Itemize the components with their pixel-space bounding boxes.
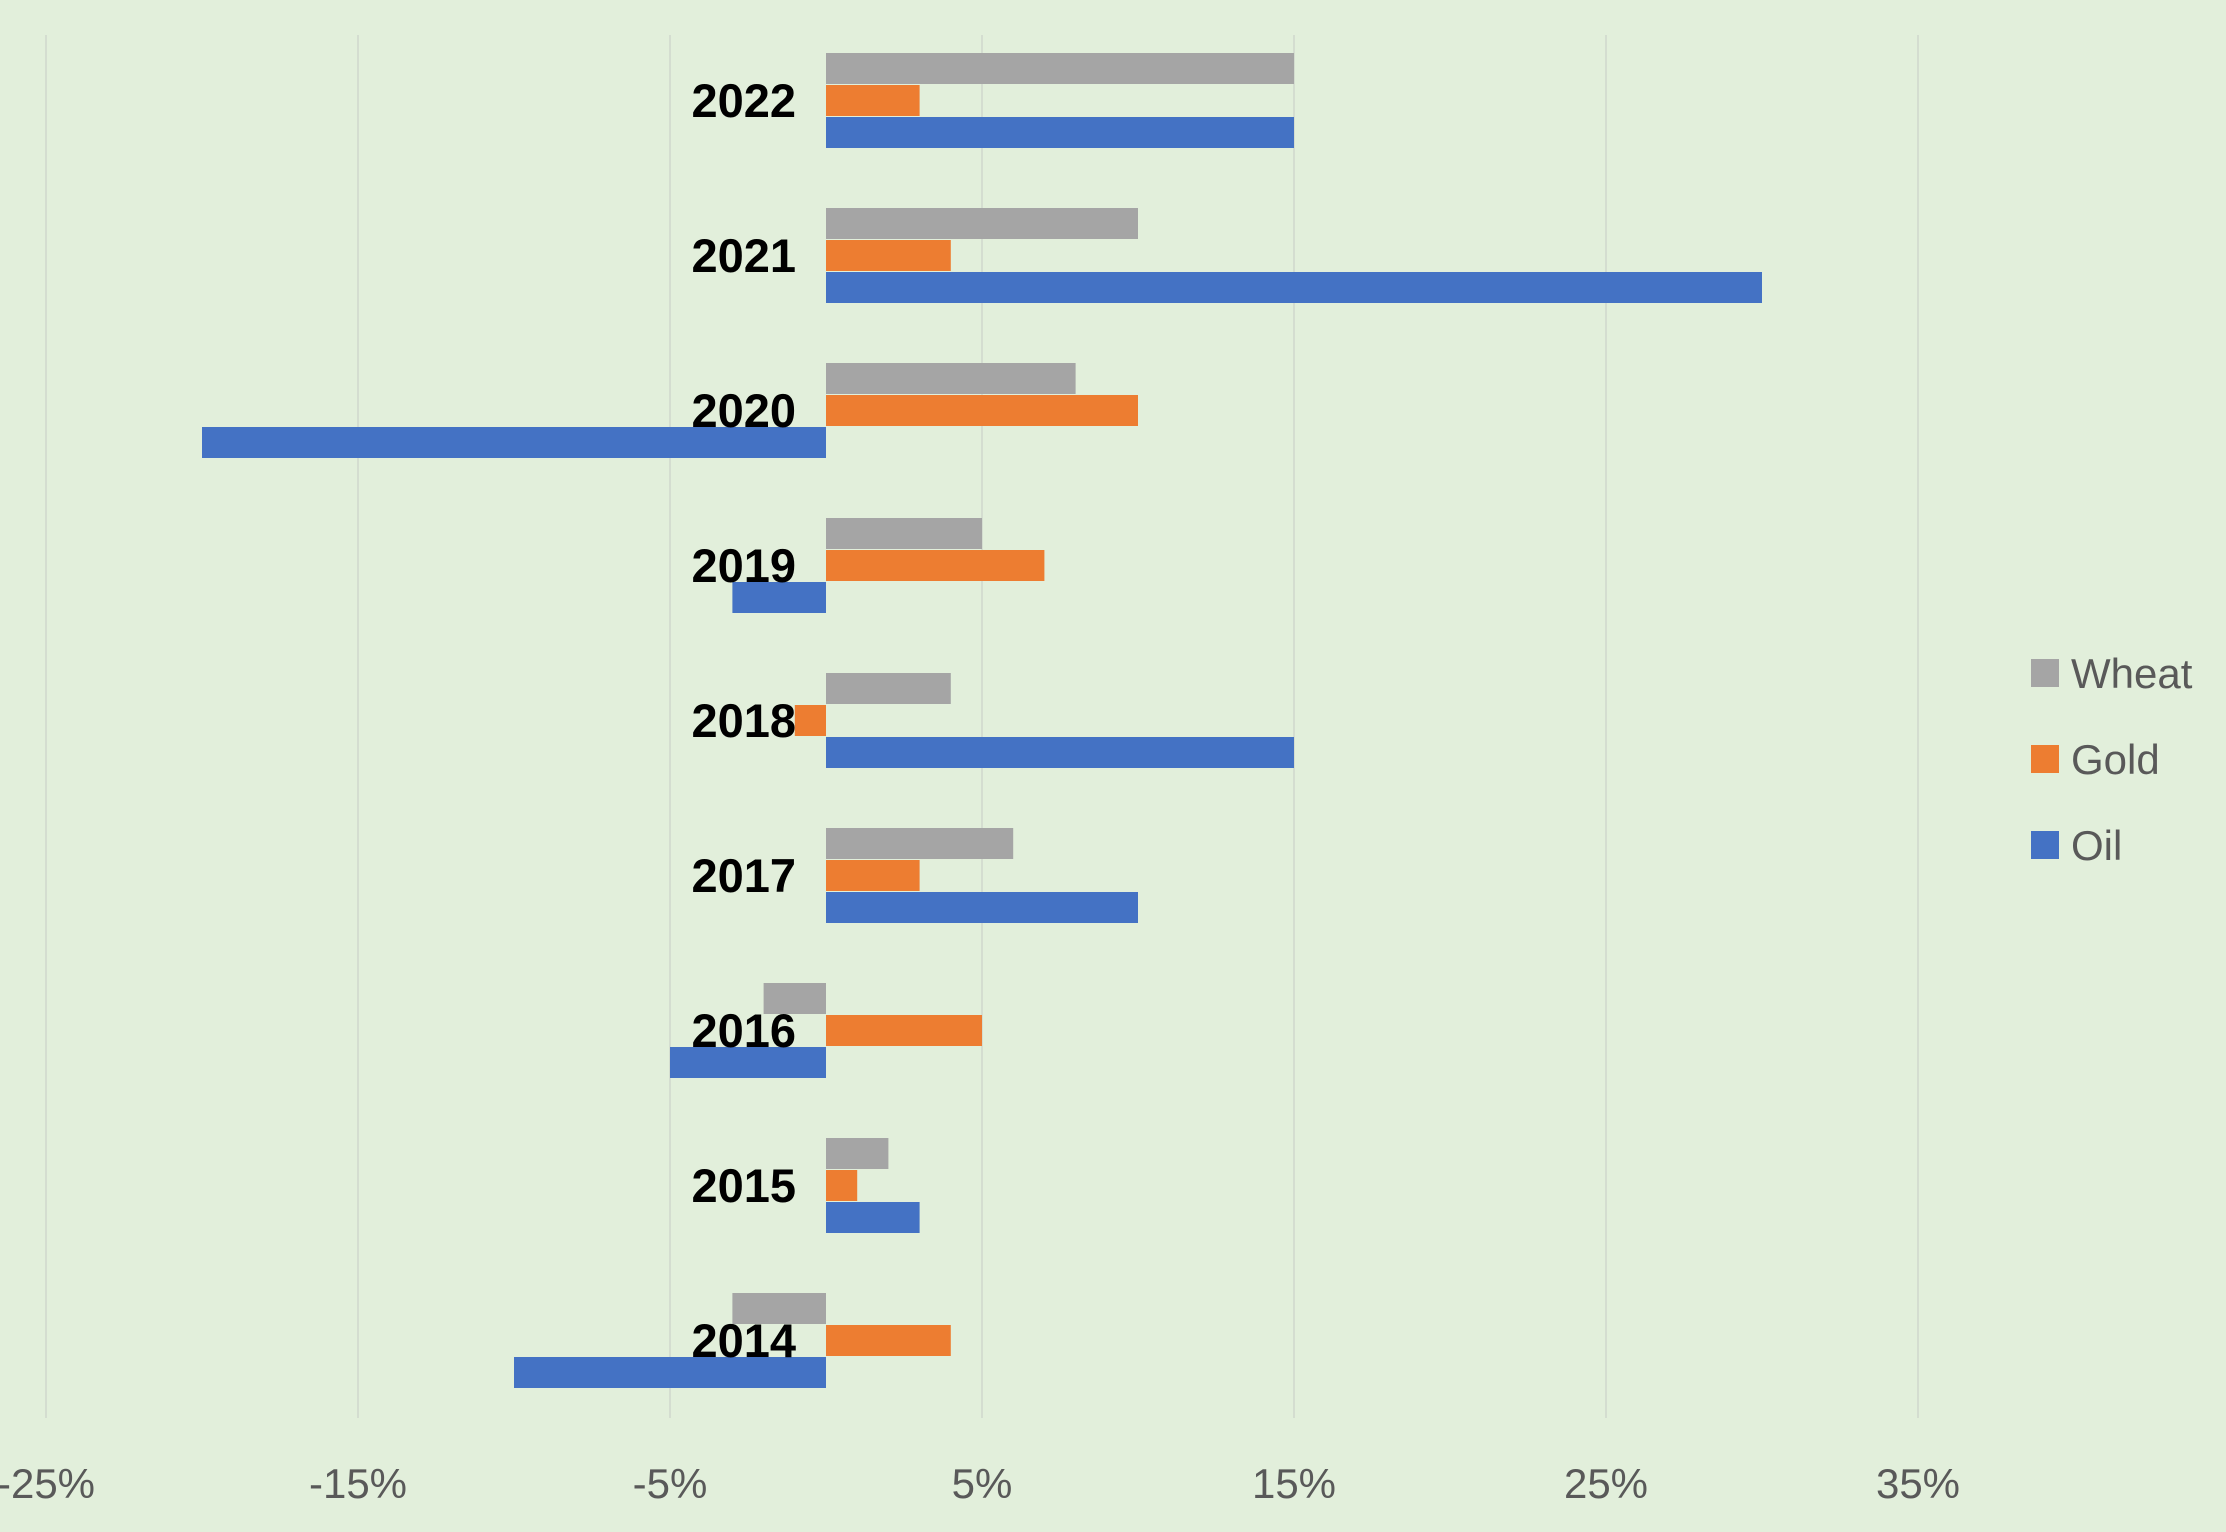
bar-gold-2014	[826, 1325, 951, 1356]
legend-label-gold: Gold	[2071, 736, 2160, 783]
bar-oil-2015	[826, 1202, 920, 1233]
legend-swatch-wheat	[2031, 659, 2059, 687]
bar-gold-2018	[794, 705, 826, 736]
bar-oil-2014	[514, 1357, 826, 1388]
category-label: 2015	[691, 1159, 796, 1212]
x-tick-label: -15%	[309, 1460, 407, 1507]
bar-gold-2015	[826, 1170, 858, 1201]
bar-gold-2020	[826, 395, 1138, 426]
bar-gold-2021	[826, 240, 951, 271]
bar-oil-2021	[826, 272, 1762, 303]
bar-gold-2017	[826, 860, 920, 891]
bar-wheat-2018	[826, 673, 951, 704]
bar-oil-2017	[826, 892, 1138, 923]
category-labels: 2014 2015 2016 2017 2018 2019 2020 2021 2022	[691, 74, 796, 1367]
legend: Wheat Gold Oil	[2031, 650, 2193, 869]
category-label: 2019	[691, 539, 796, 592]
category-label: 2016	[691, 1004, 796, 1057]
bar-gold-2019	[826, 550, 1045, 581]
bar-oil-2018	[826, 737, 1294, 768]
bar-oil-2016	[670, 1047, 826, 1078]
gridlines	[45, 35, 1919, 1418]
legend-label-wheat: Wheat	[2071, 650, 2193, 697]
legend-swatch-gold	[2031, 745, 2059, 773]
category-label: 2014	[691, 1314, 796, 1367]
bar-gold-2022	[826, 85, 920, 116]
bar-oil-2022	[826, 117, 1294, 148]
x-tick-label: -25%	[0, 1460, 95, 1507]
bar-wheat-2016	[763, 983, 826, 1014]
category-label: 2017	[691, 849, 796, 902]
bars	[202, 53, 1762, 1388]
x-axis-tick-labels: -25% -15% -5% 5% 15% 25% 35%	[0, 1460, 1960, 1507]
category-label: 2018	[691, 694, 796, 747]
bar-oil-2020	[202, 427, 826, 458]
legend-swatch-oil	[2031, 831, 2059, 859]
category-label: 2022	[691, 74, 796, 127]
bar-oil-2019	[732, 582, 826, 613]
legend-label-oil: Oil	[2071, 822, 2122, 869]
bar-wheat-2022	[826, 53, 1294, 84]
x-tick-label: -5%	[633, 1460, 708, 1507]
bar-wheat-2019	[826, 518, 982, 549]
x-tick-label: 5%	[952, 1460, 1013, 1507]
bar-wheat-2014	[732, 1293, 826, 1324]
category-label: 2021	[691, 229, 796, 282]
bar-wheat-2017	[826, 828, 1014, 859]
bar-wheat-2015	[826, 1138, 889, 1169]
bar-wheat-2021	[826, 208, 1138, 239]
category-label: 2020	[691, 384, 796, 437]
x-tick-label: 15%	[1252, 1460, 1336, 1507]
bar-gold-2016	[826, 1015, 982, 1046]
x-tick-label: 35%	[1876, 1460, 1960, 1507]
bar-wheat-2020	[826, 363, 1076, 394]
x-tick-label: 25%	[1564, 1460, 1648, 1507]
